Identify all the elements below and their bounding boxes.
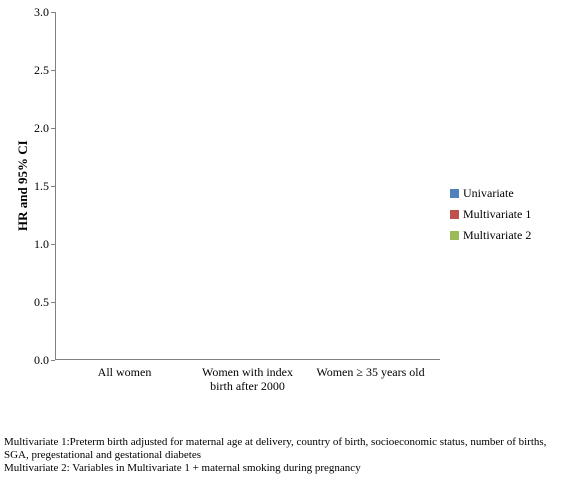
legend-item: Multivariate 2 [450,228,531,243]
legend-label: Multivariate 1 [463,207,531,222]
ytick-label: 3.0 [23,5,49,20]
legend-swatch [450,231,459,240]
ytick-label: 0.5 [23,295,49,310]
plot-area [55,12,440,360]
x-category-label: Women ≥ 35 years old [307,366,434,380]
chart-container: HR and 95% CI UnivariateMultivariate 1Mu… [0,0,567,430]
ytick-mark [51,360,55,361]
footnote-2: Multivariate 2: Variables in Multivariat… [4,462,563,475]
ytick-label: 1.5 [23,179,49,194]
ytick-label: 0.0 [23,353,49,368]
legend-item: Univariate [450,186,531,201]
footnote-1: Multivariate 1:Preterm birth adjusted fo… [4,436,563,462]
legend-label: Univariate [463,186,514,201]
legend-label: Multivariate 2 [463,228,531,243]
x-category-label: Women with indexbirth after 2000 [184,366,311,394]
legend-swatch [450,210,459,219]
ytick-label: 1.0 [23,237,49,252]
x-category-label: All women [61,366,188,380]
ytick-label: 2.0 [23,121,49,136]
legend-item: Multivariate 1 [450,207,531,222]
footnotes: Multivariate 1:Preterm birth adjusted fo… [0,430,567,484]
ytick-label: 2.5 [23,63,49,78]
legend-swatch [450,189,459,198]
legend: Univariate Multivariate 1 Multivariate 2 [450,180,531,249]
